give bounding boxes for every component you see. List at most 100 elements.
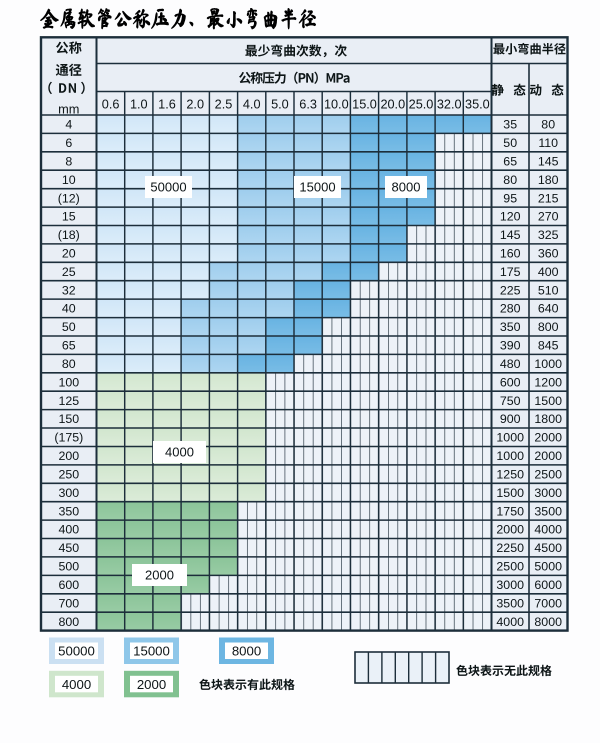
svg-text:(12): (12): [58, 191, 80, 205]
svg-text:15000: 15000: [133, 644, 170, 659]
svg-text:270: 270: [538, 210, 559, 224]
svg-text:300: 300: [58, 486, 79, 500]
svg-text:100: 100: [58, 375, 79, 389]
svg-text:2.0: 2.0: [186, 97, 204, 111]
svg-text:1500: 1500: [496, 486, 524, 500]
svg-text:80: 80: [503, 173, 517, 187]
svg-text:4000: 4000: [165, 445, 194, 460]
svg-text:400: 400: [538, 265, 559, 279]
svg-text:3500: 3500: [534, 504, 562, 518]
svg-text:640: 640: [538, 302, 559, 316]
svg-text:120: 120: [500, 210, 521, 224]
svg-text:6: 6: [65, 136, 72, 150]
svg-text:25: 25: [62, 265, 76, 279]
svg-text:50: 50: [62, 320, 76, 334]
svg-text:35: 35: [503, 118, 517, 132]
svg-text:1800: 1800: [534, 412, 562, 426]
svg-text:8000: 8000: [392, 180, 421, 195]
svg-text:500: 500: [58, 560, 79, 574]
svg-text:mm: mm: [58, 101, 79, 116]
svg-text:0.6: 0.6: [102, 97, 120, 111]
svg-text:4000: 4000: [496, 615, 524, 629]
svg-text:65: 65: [503, 154, 517, 168]
svg-text:8000: 8000: [232, 644, 261, 659]
svg-text:400: 400: [58, 523, 79, 537]
svg-text:50000: 50000: [150, 180, 186, 195]
svg-text:145: 145: [538, 154, 559, 168]
svg-text:350: 350: [500, 320, 521, 334]
svg-text:4000: 4000: [534, 523, 562, 537]
svg-text:700: 700: [58, 596, 79, 610]
svg-text:32: 32: [62, 283, 76, 297]
svg-text:225: 225: [500, 283, 521, 297]
svg-text:20: 20: [62, 247, 76, 261]
svg-text:4.0: 4.0: [243, 97, 261, 111]
svg-text:50000: 50000: [58, 644, 95, 659]
svg-text:3000: 3000: [534, 486, 562, 500]
svg-text:50: 50: [503, 136, 517, 150]
svg-text:360: 360: [538, 247, 559, 261]
svg-text:2500: 2500: [534, 468, 562, 482]
svg-text:2000: 2000: [137, 677, 166, 692]
svg-text:845: 845: [538, 339, 559, 353]
svg-text:15.0: 15.0: [352, 97, 377, 111]
svg-text:600: 600: [500, 375, 521, 389]
svg-text:1200: 1200: [534, 375, 562, 389]
svg-text:2000: 2000: [496, 523, 524, 537]
svg-text:2250: 2250: [496, 541, 524, 555]
svg-text:15: 15: [62, 210, 76, 224]
svg-text:(18): (18): [58, 228, 80, 242]
svg-text:20.0: 20.0: [380, 97, 405, 111]
svg-text:150: 150: [58, 412, 79, 426]
svg-text:1.0: 1.0: [130, 97, 148, 111]
svg-text:215: 215: [538, 191, 559, 205]
svg-text:3500: 3500: [496, 596, 524, 610]
svg-text:2000: 2000: [145, 568, 174, 583]
svg-text:325: 325: [538, 228, 559, 242]
svg-text:510: 510: [538, 283, 559, 297]
svg-text:250: 250: [58, 468, 79, 482]
svg-text:280: 280: [500, 302, 521, 316]
svg-text:800: 800: [538, 320, 559, 334]
svg-text:390: 390: [500, 339, 521, 353]
svg-text:125: 125: [58, 394, 79, 408]
svg-text:1750: 1750: [496, 504, 524, 518]
svg-text:(175): (175): [54, 431, 83, 445]
svg-text:2000: 2000: [534, 449, 562, 463]
svg-text:15000: 15000: [299, 180, 335, 195]
svg-text:2500: 2500: [496, 560, 524, 574]
svg-text:900: 900: [500, 412, 521, 426]
svg-text:1250: 1250: [496, 468, 524, 482]
svg-text:95: 95: [503, 191, 517, 205]
svg-text:25.0: 25.0: [409, 97, 434, 111]
svg-text:4: 4: [65, 118, 72, 132]
svg-text:1.6: 1.6: [158, 97, 176, 111]
svg-text:3000: 3000: [496, 578, 524, 592]
svg-text:6000: 6000: [534, 578, 562, 592]
svg-text:8000: 8000: [534, 615, 562, 629]
svg-text:180: 180: [538, 173, 559, 187]
svg-text:175: 175: [500, 265, 521, 279]
svg-text:65: 65: [62, 339, 76, 353]
svg-text:160: 160: [500, 247, 521, 261]
svg-text:600: 600: [58, 578, 79, 592]
svg-text:1000: 1000: [534, 357, 562, 371]
svg-text:6.3: 6.3: [299, 97, 317, 111]
svg-text:4000: 4000: [62, 677, 91, 692]
svg-text:8: 8: [65, 154, 72, 168]
svg-text:40: 40: [62, 302, 76, 316]
svg-text:2000: 2000: [534, 431, 562, 445]
svg-text:32.0: 32.0: [437, 97, 462, 111]
svg-text:10.0: 10.0: [324, 97, 349, 111]
svg-text:145: 145: [500, 228, 521, 242]
svg-text:750: 750: [500, 394, 521, 408]
svg-text:110: 110: [538, 136, 558, 150]
svg-text:2.5: 2.5: [215, 97, 233, 111]
svg-text:5.0: 5.0: [271, 97, 289, 111]
svg-text:1000: 1000: [496, 449, 524, 463]
svg-text:80: 80: [541, 118, 555, 132]
svg-text:480: 480: [500, 357, 521, 371]
svg-text:10: 10: [62, 173, 76, 187]
svg-text:200: 200: [58, 449, 79, 463]
svg-text:350: 350: [58, 504, 79, 518]
